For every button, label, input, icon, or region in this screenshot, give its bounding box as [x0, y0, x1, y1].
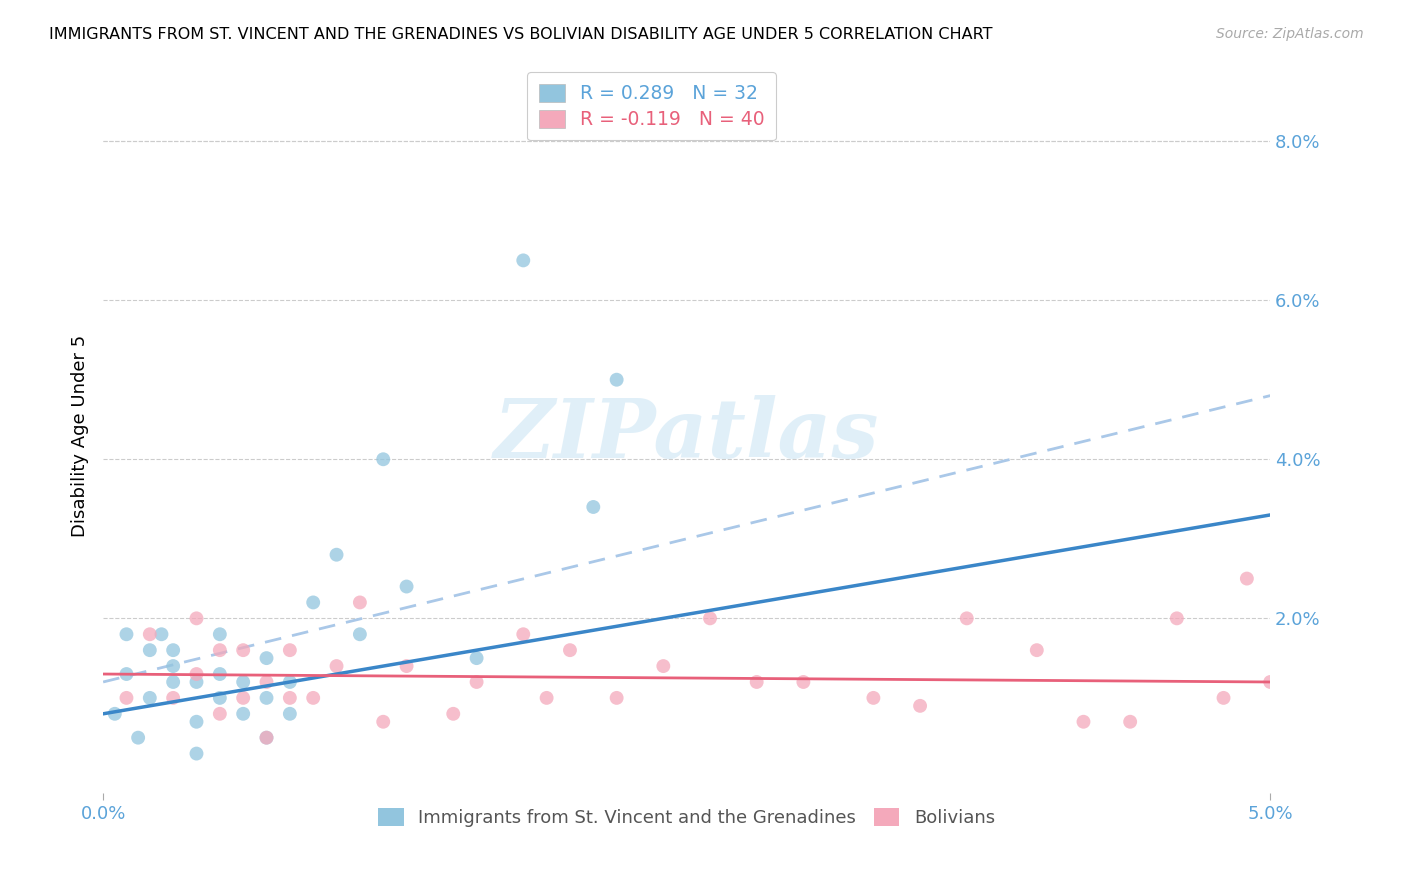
Point	[104, 706, 127, 721]
Point	[256, 651, 278, 665]
Point	[232, 690, 254, 705]
Point	[1236, 572, 1258, 586]
Point	[186, 714, 208, 729]
Point	[302, 690, 325, 705]
Point	[652, 659, 675, 673]
Point	[139, 627, 162, 641]
Point	[150, 627, 173, 641]
Point	[139, 643, 162, 657]
Point	[139, 690, 162, 705]
Point	[558, 643, 581, 657]
Point	[115, 690, 138, 705]
Point	[1119, 714, 1142, 729]
Point	[232, 706, 254, 721]
Point	[278, 643, 301, 657]
Point	[465, 675, 488, 690]
Point	[792, 675, 814, 690]
Point	[512, 253, 534, 268]
Legend: Immigrants from St. Vincent and the Grenadines, Bolivians: Immigrants from St. Vincent and the Gren…	[371, 801, 1002, 834]
Point	[186, 611, 208, 625]
Point	[395, 580, 418, 594]
Point	[127, 731, 149, 745]
Point	[1073, 714, 1095, 729]
Point	[278, 675, 301, 690]
Point	[162, 675, 184, 690]
Point	[1166, 611, 1188, 625]
Point	[208, 706, 231, 721]
Point	[908, 698, 931, 713]
Point	[465, 651, 488, 665]
Point	[582, 500, 605, 514]
Point	[256, 731, 278, 745]
Point	[162, 643, 184, 657]
Point	[373, 452, 395, 467]
Point	[1258, 675, 1281, 690]
Text: ZIPatlas: ZIPatlas	[494, 395, 879, 475]
Point	[302, 595, 325, 609]
Point	[186, 675, 208, 690]
Point	[208, 667, 231, 681]
Point	[1306, 690, 1329, 705]
Point	[536, 690, 558, 705]
Point	[232, 675, 254, 690]
Point	[115, 667, 138, 681]
Point	[115, 627, 138, 641]
Point	[232, 643, 254, 657]
Point	[186, 747, 208, 761]
Text: Source: ZipAtlas.com: Source: ZipAtlas.com	[1216, 27, 1364, 41]
Point	[256, 675, 278, 690]
Point	[1212, 690, 1234, 705]
Point	[208, 643, 231, 657]
Point	[606, 373, 628, 387]
Point	[278, 706, 301, 721]
Point	[373, 714, 395, 729]
Point	[395, 659, 418, 673]
Point	[862, 690, 884, 705]
Point	[349, 595, 371, 609]
Point	[325, 659, 347, 673]
Point	[186, 667, 208, 681]
Point	[256, 731, 278, 745]
Point	[1025, 643, 1047, 657]
Y-axis label: Disability Age Under 5: Disability Age Under 5	[72, 334, 89, 536]
Point	[349, 627, 371, 641]
Text: IMMIGRANTS FROM ST. VINCENT AND THE GRENADINES VS BOLIVIAN DISABILITY AGE UNDER : IMMIGRANTS FROM ST. VINCENT AND THE GREN…	[49, 27, 993, 42]
Point	[1282, 675, 1305, 690]
Point	[512, 627, 534, 641]
Point	[956, 611, 979, 625]
Point	[162, 659, 184, 673]
Point	[278, 690, 301, 705]
Point	[441, 706, 464, 721]
Point	[325, 548, 347, 562]
Point	[208, 627, 231, 641]
Point	[162, 690, 184, 705]
Point	[699, 611, 721, 625]
Point	[606, 690, 628, 705]
Point	[745, 675, 768, 690]
Point	[208, 690, 231, 705]
Point	[256, 690, 278, 705]
